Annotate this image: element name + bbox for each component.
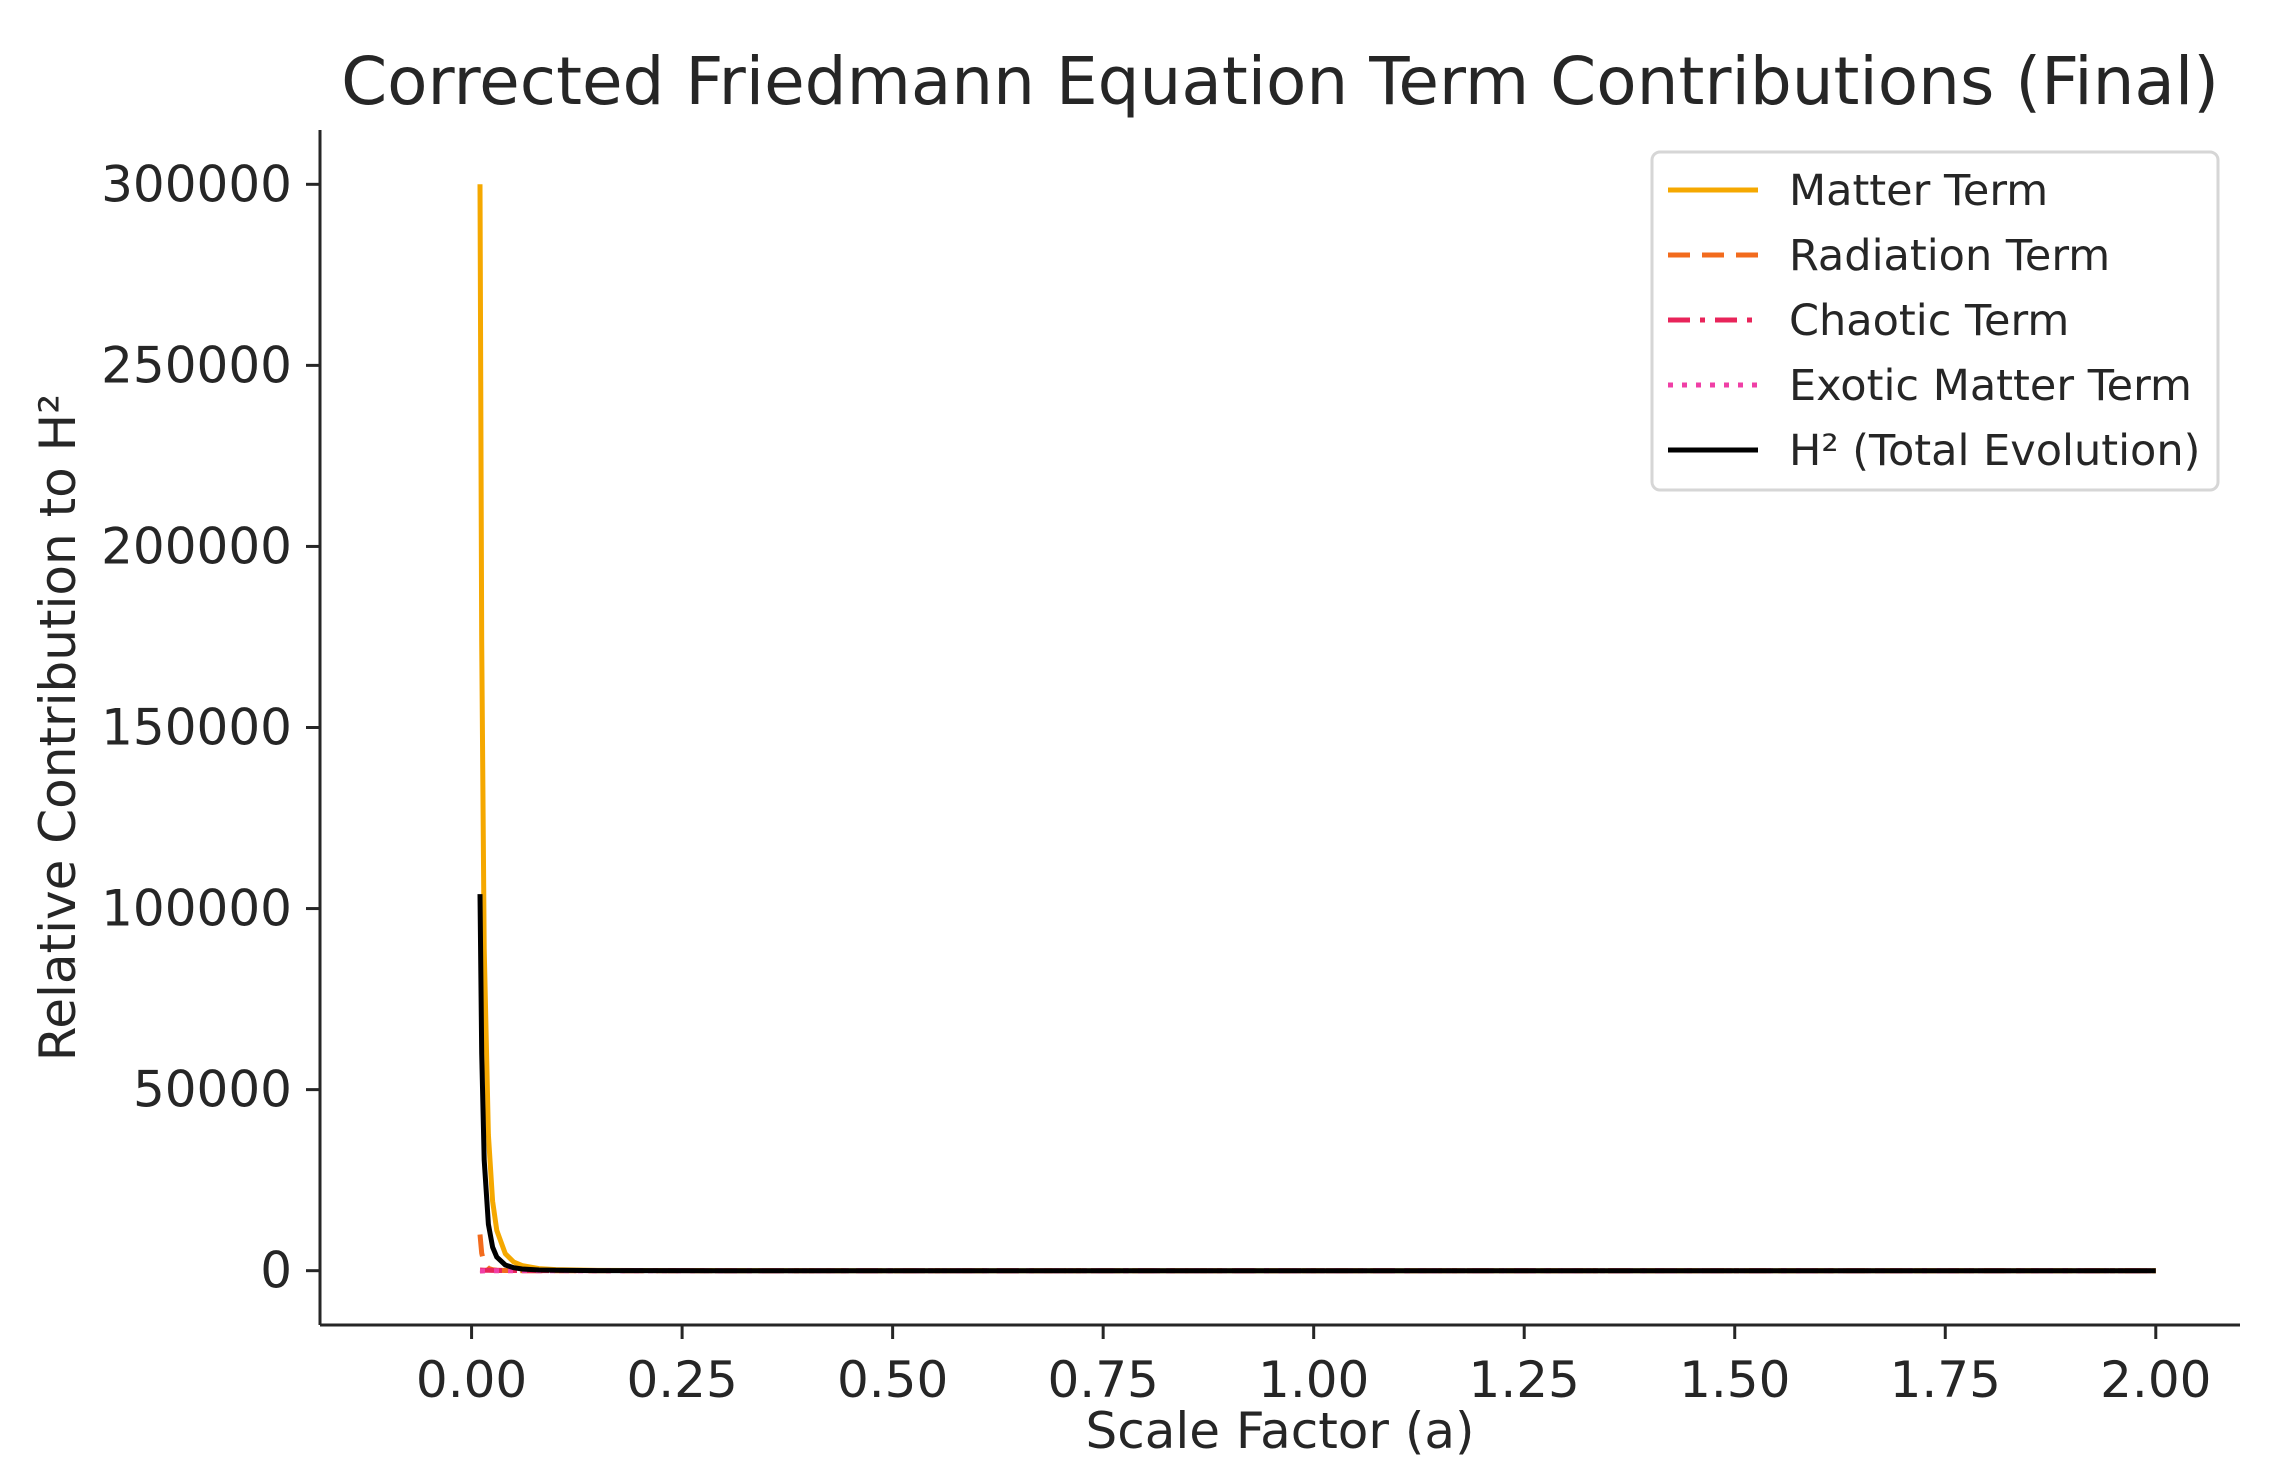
x-tick-label: 0.75 (1047, 1351, 1158, 1409)
y-tick-label: 300000 (101, 155, 292, 213)
y-tick-label: 0 (260, 1242, 292, 1300)
x-tick-label: 0.00 (416, 1351, 527, 1409)
y-axis: 0 50000 100000 150000 200000 250000 300000 (101, 130, 322, 1325)
chart-title: Corrected Friedmann Equation Term Contri… (341, 43, 2219, 120)
legend-label-chaotic-term: Chaotic Term (1789, 296, 2069, 346)
y-tick-label: 250000 (101, 336, 292, 394)
legend-label-radiation-term: Radiation Term (1789, 231, 2110, 281)
y-tick-label: 200000 (101, 517, 292, 575)
y-tick-label: 150000 (101, 699, 292, 757)
x-tick-label: 1.25 (1469, 1351, 1580, 1409)
legend: Matter Term Radiation Term Chaotic Term Exo… (1650, 150, 2220, 492)
x-axis: 0.00 0.25 0.50 0.75 1.00 1.25 1.50 1.75 2.00 (320, 1323, 2240, 1409)
y-tick-label: 50000 (133, 1061, 292, 1119)
legend-box (1650, 150, 2220, 492)
x-tick-label: 1.50 (1679, 1351, 1790, 1409)
series-line-h-total-evolution (477, 894, 2156, 1274)
plot-area (477, 184, 2156, 1274)
x-tick-label: 1.00 (1258, 1351, 1369, 1409)
series-line-radiation-term (477, 1234, 2156, 1274)
legend-label-h-total-evolution: H² (Total Evolution) (1789, 426, 2200, 476)
y-tick-label: 100000 (101, 880, 292, 938)
x-tick-label: 0.50 (837, 1351, 948, 1409)
legend-label-matter-term: Matter Term (1789, 166, 2048, 216)
y-axis-label: Relative Contribution to H² (29, 394, 87, 1062)
x-tick-label: 0.25 (626, 1351, 737, 1409)
legend-label-exotic-matter-term: Exotic Matter Term (1789, 361, 2192, 411)
x-axis-label: Scale Factor (a) (1085, 1402, 1474, 1460)
x-tick-label: 2.00 (2100, 1351, 2211, 1409)
x-tick-label: 1.75 (1890, 1351, 2001, 1409)
